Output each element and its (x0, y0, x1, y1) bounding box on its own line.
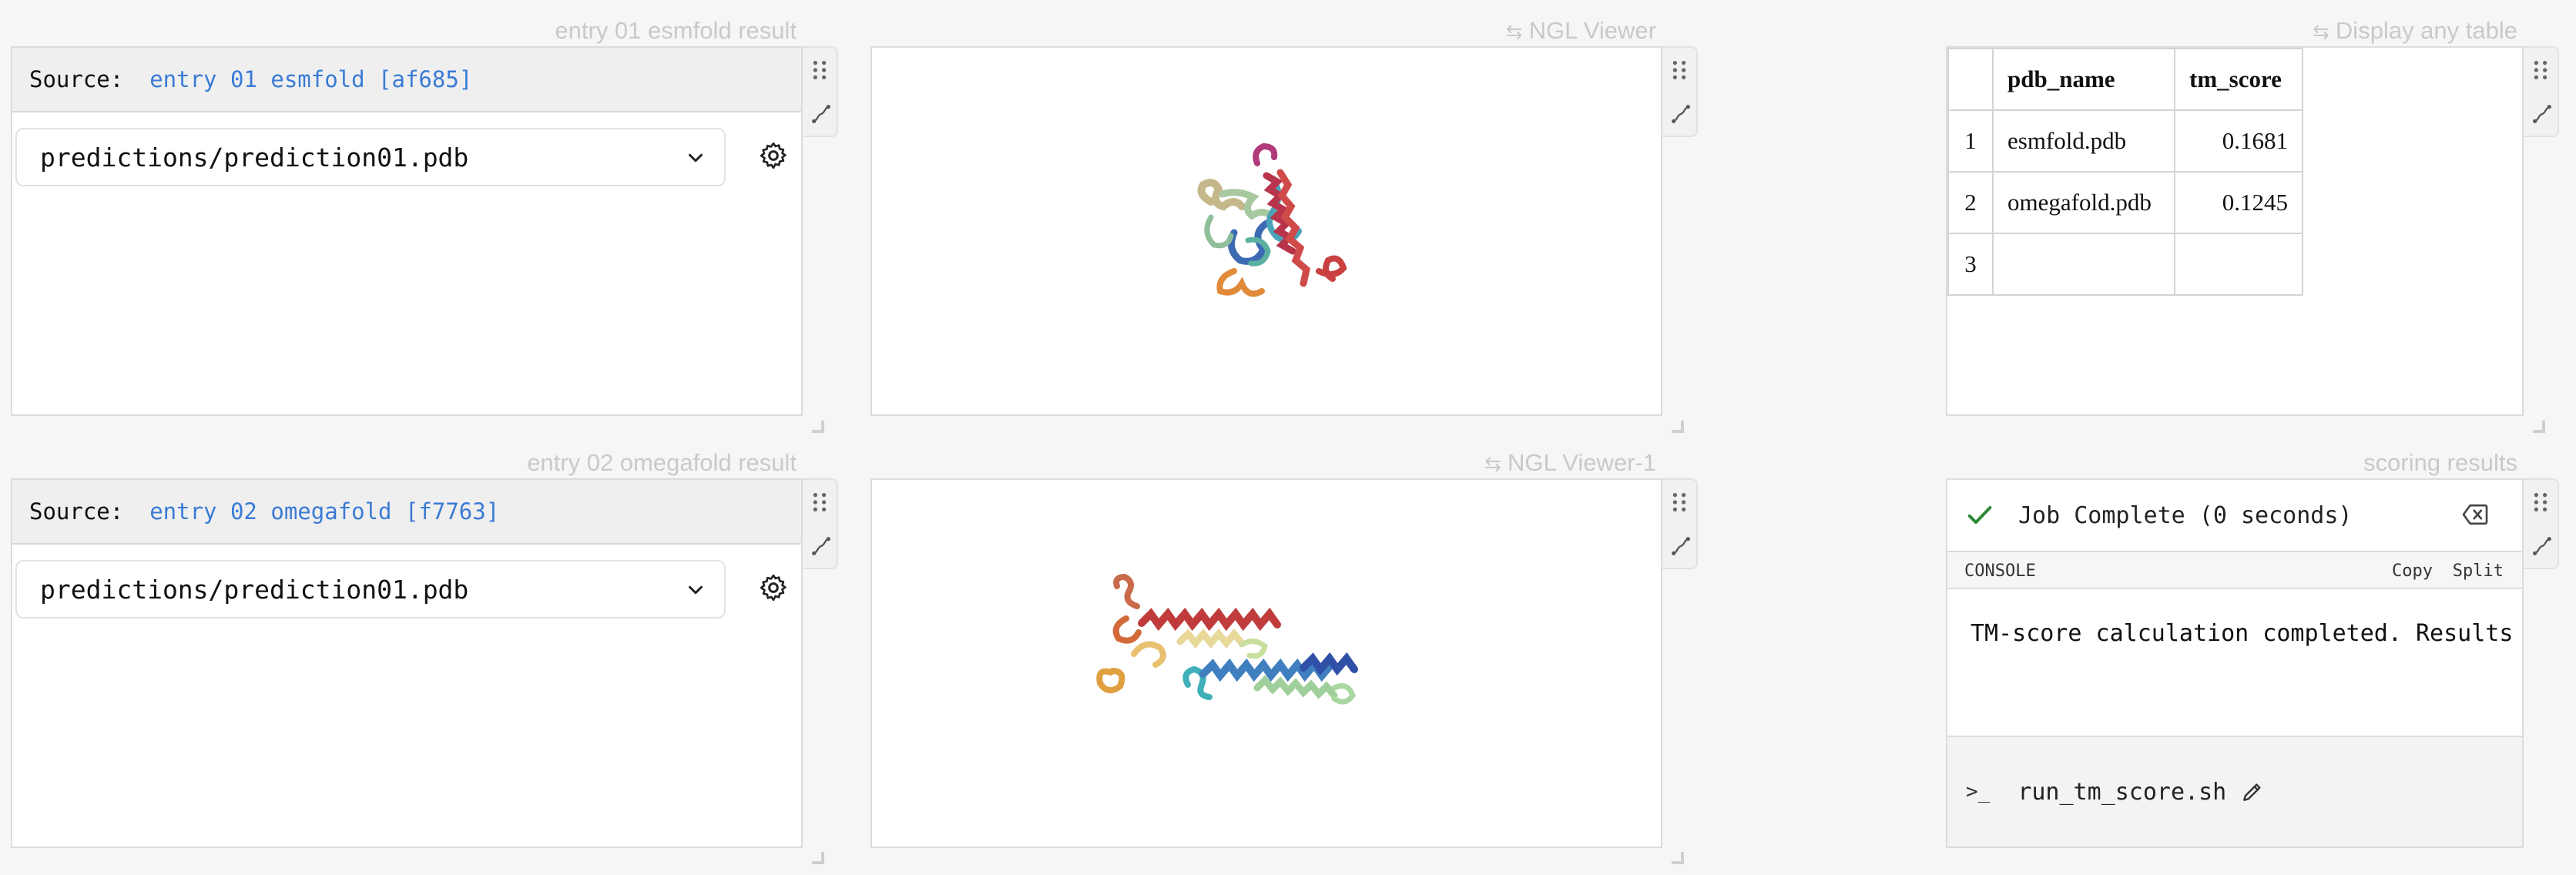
check-icon (1967, 506, 1992, 525)
table-row: 1 esmfold.pdb 0.1681 (1947, 109, 2303, 173)
gear-icon[interactable] (758, 572, 789, 603)
file-select[interactable]: predictions/prediction01.pdb (15, 128, 726, 186)
job-status-row: Job Complete (0 seconds) (1947, 480, 2522, 551)
row-index: 1 (1947, 109, 1994, 173)
terminal-prompt-icon: >_ (1966, 780, 1991, 803)
source-bar: Source: entry 01 esmfold [af685] (12, 48, 801, 112)
file-select[interactable]: predictions/prediction01.pdb (15, 560, 726, 619)
resize-handle[interactable] (2533, 421, 2545, 433)
block-toolbar (2524, 46, 2559, 137)
job-status-text: Job Complete (0 seconds) (2018, 501, 2353, 529)
block-title-scoring: scoring results (2363, 449, 2517, 476)
block-title-ngl-viewer: ⇆ NGL Viewer (1505, 17, 1656, 44)
block-toolbar (1662, 46, 1698, 137)
linked-arrows-icon: ⇆ (1484, 452, 1502, 475)
chevron-down-icon (689, 153, 703, 163)
row-index: 3 (1947, 233, 1994, 296)
file-select-value: predictions/prediction01.pdb (40, 574, 469, 605)
row-index: 2 (1947, 171, 1994, 234)
omegafold-source-block: Source: entry 02 omegafold [f7763] predi… (11, 478, 803, 848)
source-bar: Source: entry 02 omegafold [f7763] (12, 480, 801, 545)
block-title-omegafold: entry 02 omegafold result (527, 449, 797, 476)
connect-icon[interactable] (2531, 535, 2553, 557)
drag-handle-icon[interactable] (1670, 491, 1689, 514)
connect-icon[interactable] (1670, 103, 1692, 125)
console-label: CONSOLE (1964, 562, 2036, 581)
column-header[interactable]: tm_score (2174, 48, 2303, 111)
resize-handle[interactable] (1672, 852, 1684, 864)
block-toolbar (803, 478, 838, 569)
connect-icon[interactable] (2531, 103, 2553, 125)
protein-structure-esmfold (1197, 142, 1347, 297)
chevron-down-icon (689, 585, 703, 595)
source-link[interactable]: entry 02 omegafold [f7763] (149, 498, 500, 525)
source-label: Source: (29, 498, 124, 525)
block-title-esmfold: entry 01 esmfold result (555, 17, 797, 44)
block-toolbar (1662, 478, 1698, 569)
table-cell[interactable]: 0.1245 (2174, 171, 2303, 234)
command-name[interactable]: run_tm_score.sh (2018, 778, 2227, 806)
file-select-value: predictions/prediction01.pdb (40, 142, 469, 173)
table-block: pdb_name tm_score 1 esmfold.pdb 0.1681 2… (1946, 46, 2524, 416)
index-header (1947, 48, 1994, 111)
drag-handle-icon[interactable] (810, 59, 829, 82)
backspace-icon[interactable] (2462, 503, 2488, 526)
resize-handle[interactable] (812, 421, 824, 433)
table-cell[interactable] (1992, 233, 2175, 296)
connect-icon[interactable] (810, 535, 832, 557)
split-button[interactable]: Split (2452, 562, 2504, 581)
table-cell[interactable] (2174, 233, 2303, 296)
table-row: 3 (1947, 233, 2303, 296)
linked-arrows-icon: ⇆ (1505, 20, 1523, 43)
resize-handle[interactable] (812, 852, 824, 864)
drag-handle-icon[interactable] (1670, 59, 1689, 82)
esmfold-source-block: Source: entry 01 esmfold [af685] predict… (11, 46, 803, 416)
resize-handle[interactable] (1672, 421, 1684, 433)
gear-icon[interactable] (758, 140, 789, 171)
console-header: CONSOLE Copy Split (1947, 551, 2522, 589)
table-cell[interactable]: 0.1681 (2174, 109, 2303, 173)
connect-icon[interactable] (810, 103, 832, 125)
column-header[interactable]: pdb_name (1992, 48, 2175, 111)
ngl-viewer-canvas[interactable] (870, 478, 1662, 848)
console-line: TM-score calculation completed. Results … (1971, 620, 2522, 647)
pencil-icon[interactable] (2240, 779, 2265, 804)
linked-arrows-icon: ⇆ (2313, 20, 2329, 43)
source-link[interactable]: entry 01 esmfold [af685] (149, 66, 473, 92)
command-row: >_ run_tm_score.sh (1947, 736, 2522, 847)
table-row: 2 omegafold.pdb 0.1245 (1947, 171, 2303, 234)
table-cell[interactable]: omegafold.pdb (1992, 171, 2175, 234)
console-output: TM-score calculation completed. Results … (1947, 589, 2522, 736)
block-title-table: ⇆ Display any table (2313, 17, 2517, 44)
block-toolbar (803, 46, 838, 137)
drag-handle-icon[interactable] (2531, 59, 2550, 82)
drag-handle-icon[interactable] (2531, 491, 2550, 514)
table-cell[interactable]: esmfold.pdb (1992, 109, 2175, 173)
results-table: pdb_name tm_score 1 esmfold.pdb 0.1681 2… (1947, 48, 2303, 296)
block-title-ngl-viewer-1: ⇆ NGL Viewer-1 (1484, 449, 1656, 476)
source-label: Source: (29, 66, 124, 92)
copy-button[interactable]: Copy (2392, 562, 2433, 581)
protein-structure-omegafold (1096, 573, 1358, 705)
ngl-viewer-canvas[interactable] (870, 46, 1662, 416)
drag-handle-icon[interactable] (810, 491, 829, 514)
connect-icon[interactable] (1670, 535, 1692, 557)
block-toolbar (2524, 478, 2559, 569)
scoring-results-block: Job Complete (0 seconds) CONSOLE Copy Sp… (1946, 478, 2524, 848)
table-header-row: pdb_name tm_score (1947, 48, 2303, 111)
